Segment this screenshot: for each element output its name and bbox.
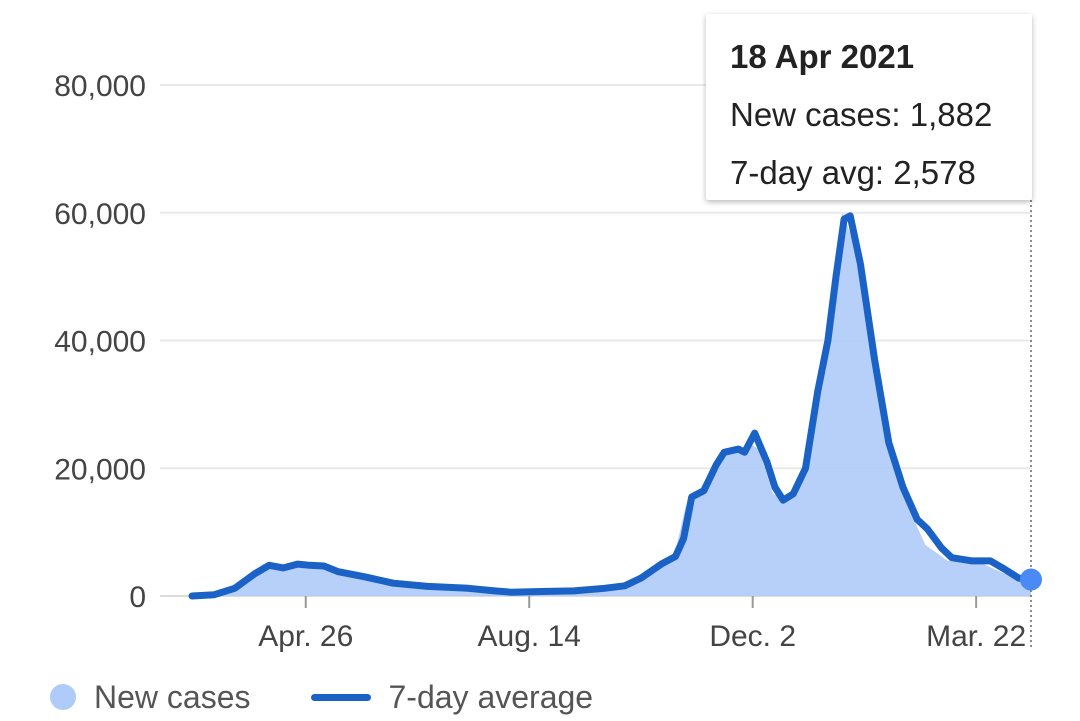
- x-tick-label: Dec. 2: [709, 620, 796, 653]
- legend-item-new-cases[interactable]: New cases: [50, 679, 251, 716]
- legend-item-seven-day-average[interactable]: 7-day average: [310, 678, 594, 716]
- tooltip-date: 18 Apr 2021: [730, 38, 915, 75]
- legend-label-seven-day-average: 7-day average: [388, 678, 594, 715]
- tooltip-new-cases: New cases: 1,882: [730, 96, 993, 133]
- tooltip-seven-day-avg: 7-day avg: 2,578: [730, 154, 976, 191]
- hover-marker[interactable]: [1020, 200, 1042, 650]
- y-tick-label: 60,000: [54, 198, 146, 231]
- x-tick-label: Aug. 14: [478, 620, 581, 653]
- y-tick-label: 20,000: [54, 453, 146, 486]
- hover-point-marker: [1020, 568, 1042, 591]
- new-cases-area: [192, 212, 1031, 597]
- new-cases-series: [192, 212, 1031, 597]
- x-tick-label: Apr. 26: [258, 620, 353, 653]
- legend: New cases 7-day average: [50, 674, 593, 720]
- hover-tooltip: 18 Apr 2021 New cases: 1,882 7-day avg: …: [706, 14, 1032, 200]
- line-icon: [310, 693, 371, 701]
- y-tick-label: 40,000: [54, 326, 146, 359]
- circle-icon: [50, 684, 76, 710]
- seven-day-average-series: [188, 212, 1035, 600]
- seven-day-average-line: [188, 212, 1035, 600]
- legend-label-new-cases: New cases: [94, 678, 251, 715]
- y-tick-label: 80,000: [54, 70, 146, 103]
- y-tick-label: 0: [129, 581, 146, 614]
- y-axis: 0 20,000 40,000 60,000 80,000: [54, 70, 146, 614]
- x-tick-label: Mar. 22: [926, 620, 1026, 653]
- x-axis: Apr. 26 Aug. 14 Dec. 2 Mar. 22: [258, 596, 1026, 653]
